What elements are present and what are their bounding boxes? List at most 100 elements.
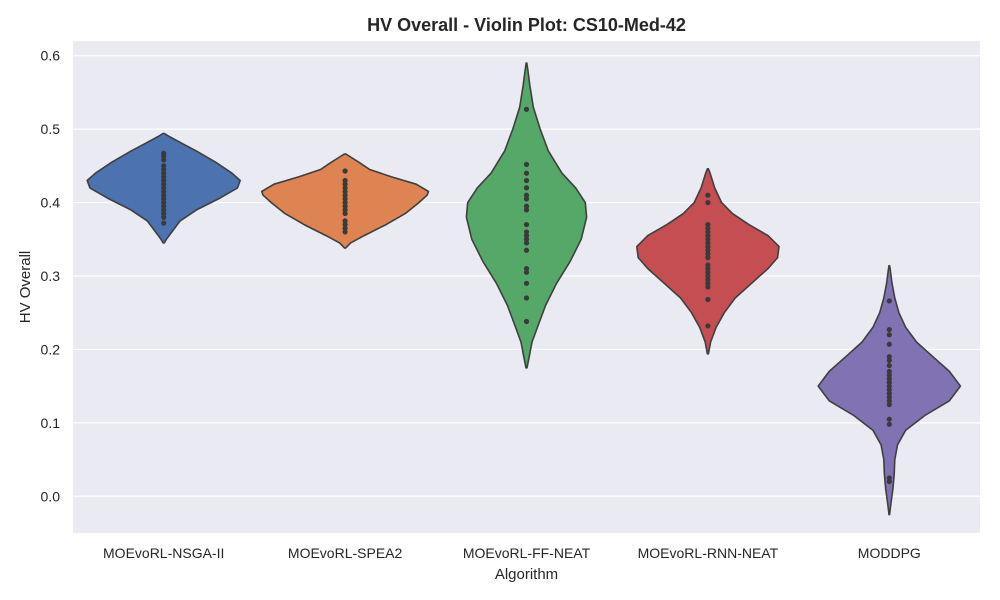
data-point [523, 280, 530, 286]
data-point [886, 475, 892, 481]
data-point [705, 269, 711, 275]
data-point [705, 192, 711, 198]
data-point [523, 236, 530, 242]
data-point [523, 266, 530, 272]
x-tick-label: MODDPG [858, 545, 921, 561]
data-point [705, 240, 711, 246]
data-point [705, 323, 711, 329]
data-point [523, 229, 530, 235]
data-point [342, 225, 348, 231]
y-tick-label: 0.2 [41, 341, 61, 357]
x-tick-label: MOEvoRL-SPEA2 [288, 545, 403, 561]
data-point [342, 168, 348, 174]
data-point [705, 277, 711, 283]
data-point [886, 362, 892, 369]
data-point [705, 280, 711, 286]
data-point [523, 177, 530, 184]
data-point [523, 106, 530, 112]
data-point [886, 354, 892, 360]
data-point [705, 229, 711, 235]
data-point [523, 318, 530, 325]
data-point [342, 207, 348, 213]
data-point [342, 221, 348, 228]
data-point [886, 298, 892, 304]
data-point [886, 372, 892, 378]
x-tick-label: MOEvoRL-FF-NEAT [463, 545, 591, 561]
data-point [705, 262, 711, 268]
data-point [886, 341, 892, 347]
x-tick-label: MOEvoRL-NSGA-II [103, 545, 224, 561]
data-point [705, 199, 711, 206]
data-point [161, 203, 167, 209]
data-point [886, 394, 892, 400]
y-tick-labels: 0.0 0.1 0.2 0.3 0.4 0.5 0.6 [41, 48, 61, 505]
data-point [342, 210, 348, 217]
data-point [161, 174, 167, 180]
data-point [342, 185, 348, 191]
data-point [705, 236, 711, 242]
data-point [705, 244, 711, 250]
data-point [886, 421, 892, 427]
y-tick-label: 0.1 [41, 415, 61, 431]
data-points [161, 106, 892, 485]
data-point [705, 251, 711, 257]
data-point [523, 232, 530, 239]
data-point [886, 376, 892, 382]
data-point [523, 185, 530, 191]
data-point [886, 416, 892, 422]
data-point [161, 207, 167, 213]
y-tick-label: 0.0 [41, 488, 61, 504]
data-point [342, 203, 348, 209]
data-point [161, 199, 167, 206]
data-point [161, 150, 167, 156]
x-tick-labels: MOEvoRL-NSGA-II MOEvoRL-SPEA2 MOEvoRL-FF-N… [103, 545, 921, 561]
data-point [523, 192, 530, 198]
data-point [161, 210, 167, 217]
data-point [342, 177, 348, 184]
data-point [161, 163, 167, 169]
data-point [705, 255, 711, 261]
data-point [523, 161, 530, 167]
data-point [161, 220, 167, 226]
data-point [161, 214, 167, 220]
data-point [886, 332, 892, 338]
data-point [342, 181, 348, 187]
data-point [523, 269, 530, 275]
data-point [342, 218, 348, 224]
data-point [886, 390, 892, 397]
x-tick-label: MOEvoRL-RNN-NEAT [638, 545, 779, 561]
data-point [523, 221, 530, 228]
data-point [523, 247, 530, 253]
x-axis-label: Algorithm [495, 566, 558, 583]
data-point [342, 199, 348, 206]
data-point [705, 266, 711, 272]
data-point [886, 326, 892, 333]
data-point [161, 196, 167, 202]
data-point [523, 170, 530, 176]
violin-2 [465, 62, 588, 369]
data-point [886, 383, 892, 389]
y-tick-label: 0.3 [41, 268, 61, 284]
y-tick-label: 0.5 [41, 121, 61, 137]
data-point [523, 196, 530, 202]
data-point [523, 203, 530, 209]
data-point [161, 192, 167, 198]
chart-title: HV Overall - Violin Plot: CS10-Med-42 [367, 15, 686, 35]
data-point [886, 398, 892, 404]
data-point [523, 295, 530, 301]
data-point [705, 284, 711, 290]
data-point [705, 232, 711, 239]
violin-3 [636, 168, 780, 355]
data-point [886, 368, 892, 375]
data-point [886, 379, 892, 386]
data-point [705, 273, 711, 279]
data-point [161, 157, 167, 163]
data-point [161, 188, 167, 195]
data-point [705, 247, 711, 253]
y-tick-label: 0.6 [41, 48, 61, 64]
data-point [161, 177, 167, 184]
data-point [342, 192, 348, 198]
y-tick-label: 0.4 [41, 195, 61, 211]
data-point [161, 185, 167, 191]
